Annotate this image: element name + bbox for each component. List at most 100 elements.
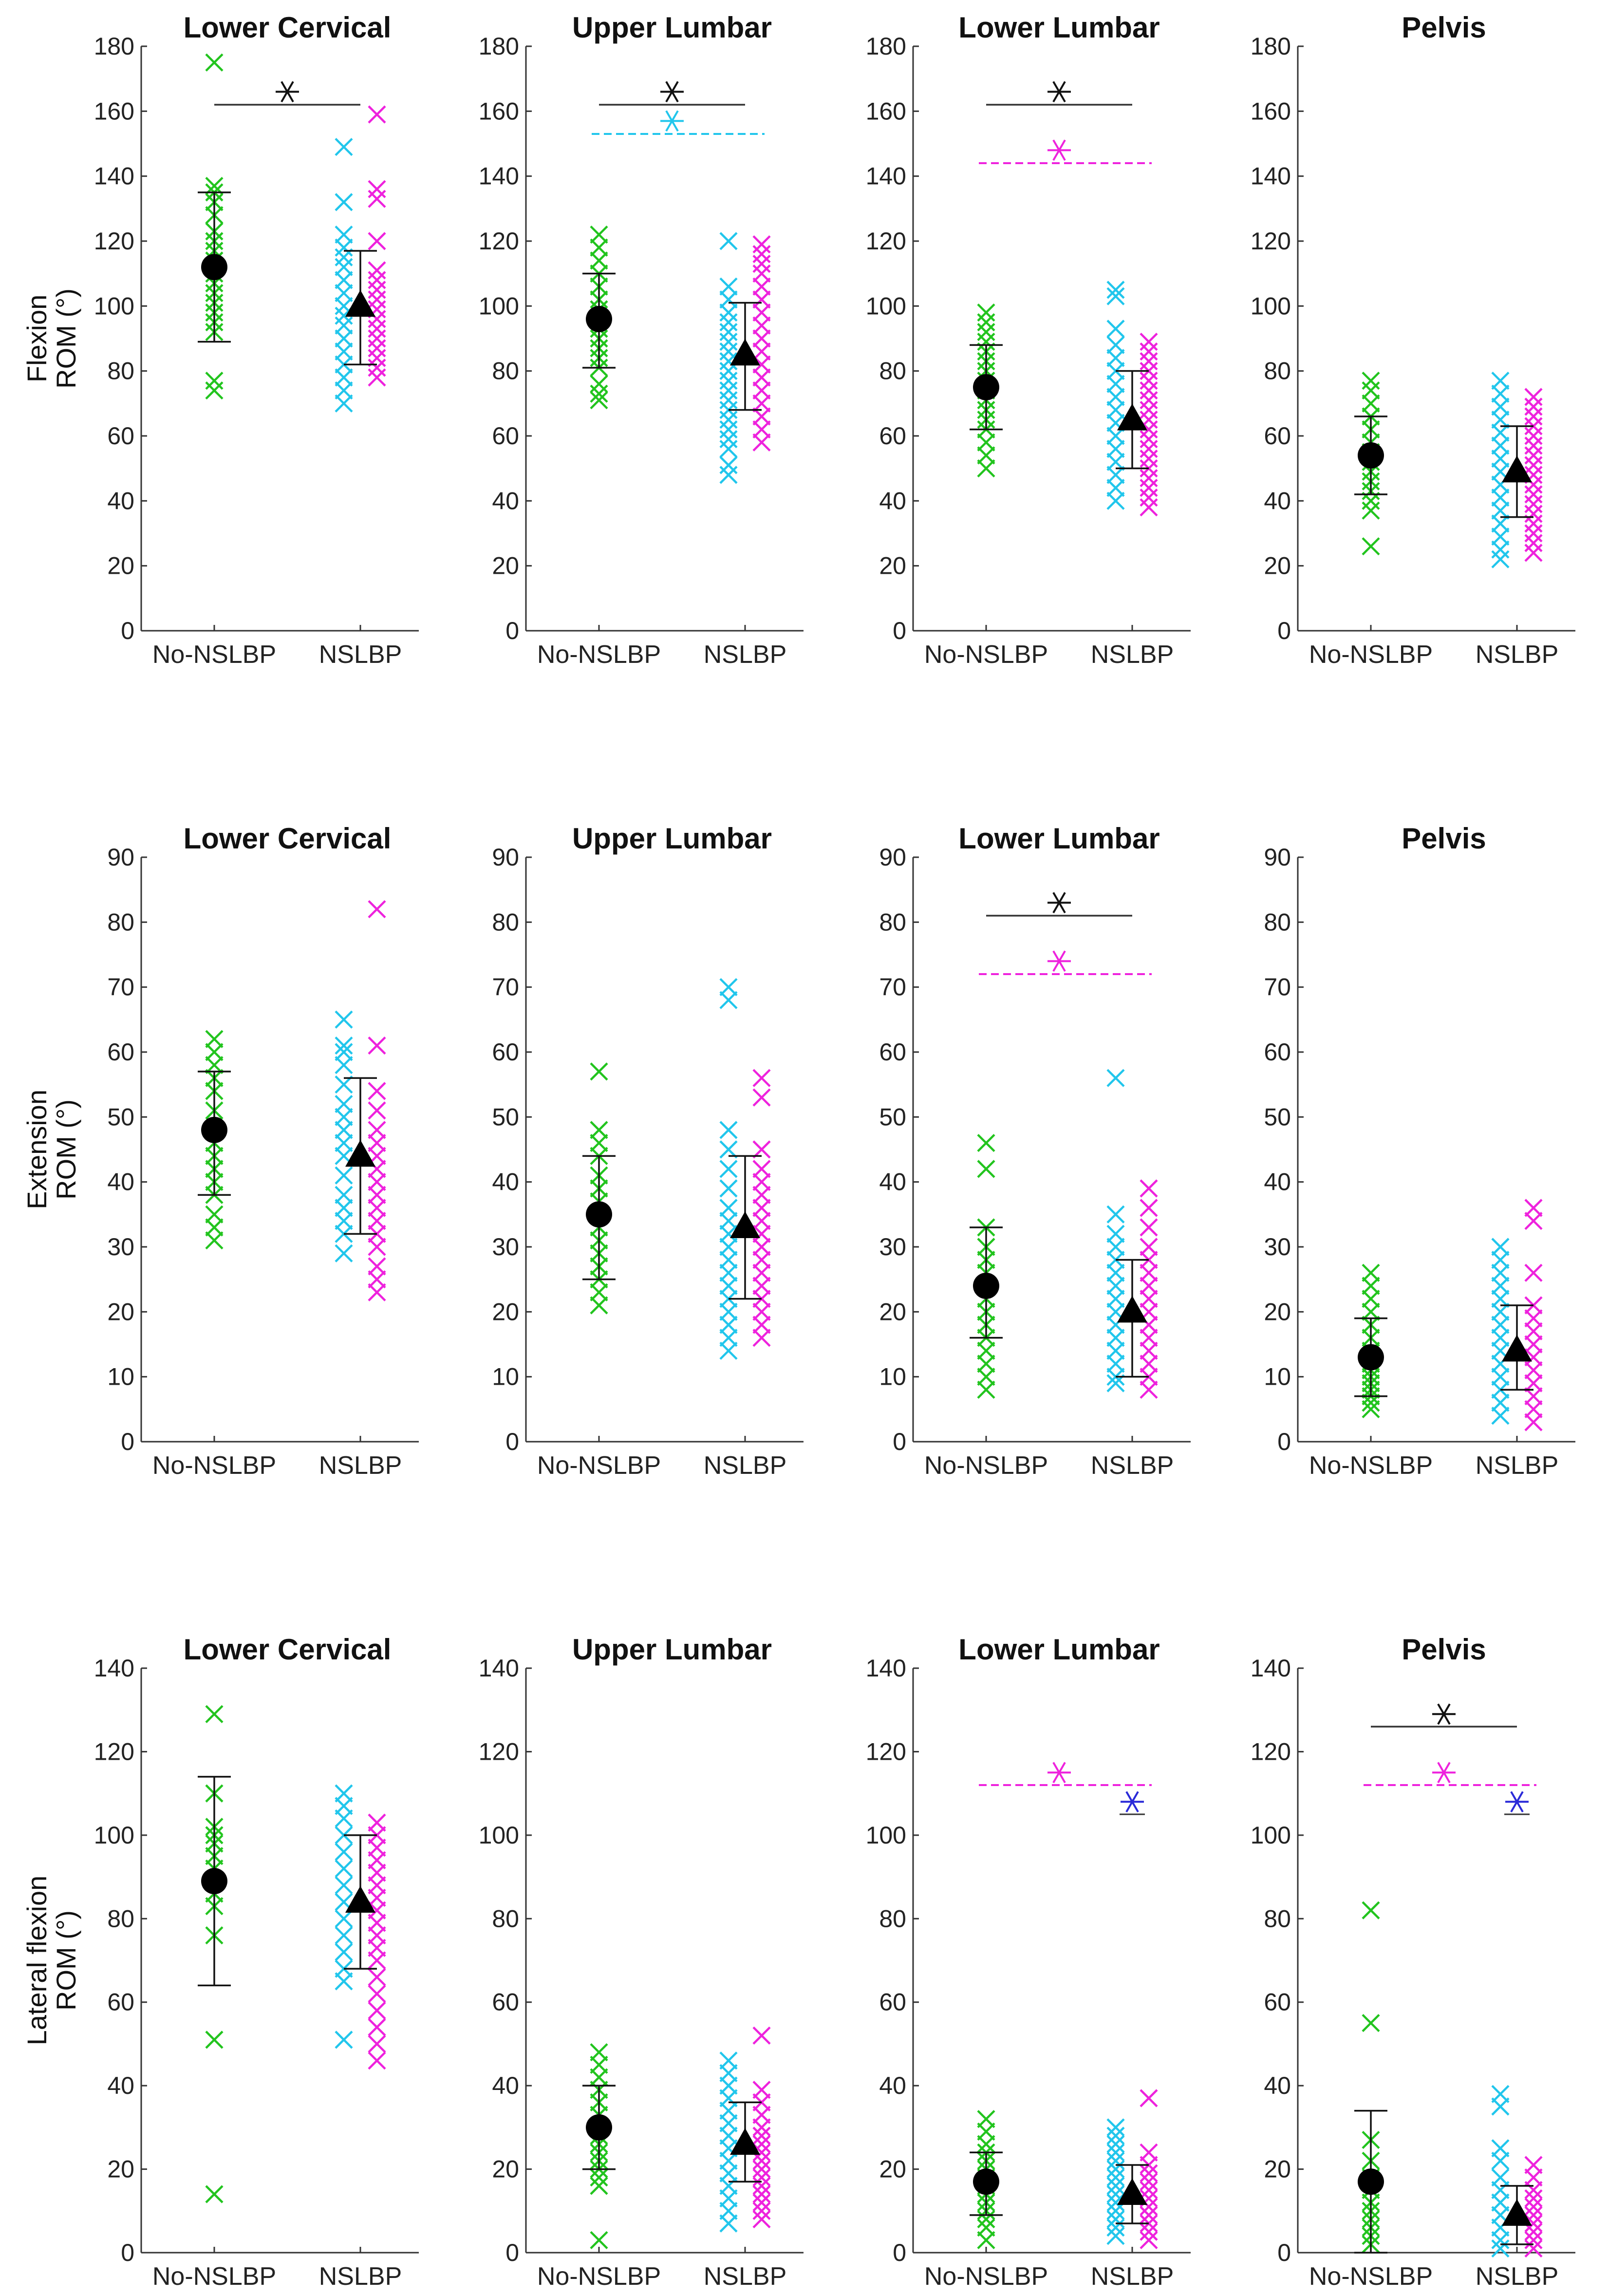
data-point-nslbp-a xyxy=(1491,1329,1510,1347)
data-point-nslbp-a xyxy=(335,284,353,302)
y-tick-label: 120 xyxy=(1251,1738,1291,1765)
data-point-nslbp-b xyxy=(1524,524,1543,543)
data-point-nslbp-b xyxy=(752,316,771,335)
data-point-nslbp-a xyxy=(335,1809,353,1828)
y-tick-label: 0 xyxy=(121,1428,134,1455)
data-point-nslbp-b xyxy=(752,1199,771,1217)
y-tick-label: 0 xyxy=(121,2239,134,2266)
data-point-nslbp-b xyxy=(1524,2181,1543,2200)
data-point-nslbp-b xyxy=(368,1121,386,1139)
data-point-nslbp-a xyxy=(1491,1238,1510,1256)
data-point-nslbp-a xyxy=(335,1972,353,1991)
data-point-nslbp-a xyxy=(1106,1329,1125,1347)
data-point-nslbp-b xyxy=(1524,2239,1543,2258)
data-point-nslbp-b xyxy=(752,1140,771,1159)
data-point-nslbp-a xyxy=(1106,1238,1125,1256)
data-point-nslbp-a xyxy=(719,978,738,997)
y-tick-label: 120 xyxy=(866,1738,906,1765)
mean-marker-nslbp xyxy=(345,1140,375,1167)
data-point-nslbp-a xyxy=(335,1186,353,1204)
data-point-no-nslbp xyxy=(977,313,995,332)
data-point-nslbp-a xyxy=(719,430,738,449)
data-point-nslbp-b xyxy=(752,1277,771,1295)
y-tick-label: 60 xyxy=(879,1038,906,1066)
y-tick-label: 0 xyxy=(1277,617,1291,644)
row-y-axis-label: Lateral flexionROM (°) xyxy=(21,1876,81,2046)
y-tick-label: 100 xyxy=(866,1822,906,1849)
data-point-no-nslbp xyxy=(1362,372,1380,390)
y-tick-label: 60 xyxy=(492,422,519,450)
data-point-nslbp-a xyxy=(1491,1290,1510,1308)
data-point-nslbp-a xyxy=(335,1909,353,1928)
data-point-nslbp-b xyxy=(752,381,771,400)
data-point-nslbp-b xyxy=(752,1186,771,1204)
y-tick-label: 50 xyxy=(1264,1103,1291,1130)
data-point-nslbp-a xyxy=(1106,2118,1125,2137)
y-tick-label: 20 xyxy=(1264,552,1291,580)
mean-marker-no-nslbp xyxy=(973,1273,999,1299)
data-point-nslbp-b xyxy=(368,1173,386,1191)
data-point-nslbp-a xyxy=(719,1212,738,1230)
y-tick-label: 100 xyxy=(479,1822,519,1849)
data-point-nslbp-b xyxy=(1524,485,1543,504)
data-point-nslbp-a xyxy=(719,323,738,341)
data-point-nslbp-a xyxy=(335,1075,353,1094)
data-point-nslbp-b xyxy=(368,2018,386,2036)
y-tick-label: 60 xyxy=(492,1038,519,1066)
data-point-nslbp-b xyxy=(368,1212,386,1230)
y-tick-label: 100 xyxy=(94,1822,134,1849)
data-point-nslbp-b xyxy=(1524,1309,1543,1328)
data-point-nslbp-a xyxy=(1106,2160,1125,2179)
data-point-nslbp-a xyxy=(719,391,738,410)
data-point-nslbp-a xyxy=(1106,440,1125,458)
data-point-nslbp-b xyxy=(1140,479,1158,497)
data-point-nslbp-b xyxy=(368,2034,386,2053)
data-point-no-nslbp xyxy=(590,251,608,270)
y-tick-label: 120 xyxy=(479,227,519,255)
data-point-nslbp-b xyxy=(1524,436,1543,455)
data-point-nslbp-a xyxy=(719,466,738,484)
data-point-nslbp-a xyxy=(1491,550,1510,568)
y-tick-label: 90 xyxy=(492,844,519,871)
y-tick-label: 0 xyxy=(893,1428,906,1455)
data-point-no-nslbp xyxy=(1362,1400,1380,1418)
y-tick-label: 100 xyxy=(1251,292,1291,320)
y-tick-label: 70 xyxy=(879,974,906,1001)
y-tick-label: 20 xyxy=(107,1298,134,1325)
data-point-nslbp-b xyxy=(1524,1400,1543,1418)
data-point-nslbp-b xyxy=(1140,1329,1158,1347)
data-point-nslbp-b xyxy=(752,290,771,309)
data-point-nslbp-a xyxy=(719,1179,738,1198)
data-point-nslbp-b xyxy=(1524,2198,1543,2216)
subplot-title: Upper Lumbar xyxy=(572,11,772,44)
significance-star xyxy=(1047,81,1071,103)
significance-star xyxy=(660,110,684,132)
data-point-nslbp-a xyxy=(719,381,738,400)
data-point-nslbp-a xyxy=(1491,1393,1510,1412)
data-point-nslbp-a xyxy=(335,329,353,348)
data-point-nslbp-b xyxy=(1524,1374,1543,1393)
y-tick-label: 60 xyxy=(107,1989,134,2016)
data-point-nslbp-b xyxy=(1524,1348,1543,1367)
x-tick-label: NSLBP xyxy=(1091,640,1174,669)
y-tick-label: 40 xyxy=(492,487,519,514)
data-point-nslbp-b xyxy=(752,2185,771,2203)
data-point-nslbp-b xyxy=(368,1270,386,1289)
y-tick-label: 20 xyxy=(492,1298,519,1325)
subplot-lower-cervical: Lower Cervical 0 20 40 60 80 100 120 140 No-NSLBP… xyxy=(94,1633,419,2291)
data-point-nslbp-a xyxy=(1106,336,1125,354)
subplot-pelvis: Pelvis 0 10 20 30 40 50 60 70 80 90 No-NSLBP NSLBP xyxy=(1264,822,1575,1480)
data-point-nslbp-a xyxy=(1491,501,1510,520)
data-point-nslbp-b xyxy=(1524,1212,1543,1230)
y-tick-label: 70 xyxy=(492,974,519,1001)
y-tick-label: 80 xyxy=(1264,358,1291,385)
y-tick-label: 60 xyxy=(1264,1038,1291,1066)
y-tick-label: 40 xyxy=(107,2072,134,2099)
data-point-nslbp-b xyxy=(752,394,771,413)
data-point-nslbp-b xyxy=(1524,446,1543,465)
data-point-nslbp-b xyxy=(752,235,771,254)
x-tick-label: NSLBP xyxy=(319,640,402,669)
y-tick-label: 40 xyxy=(492,1168,519,1196)
y-tick-label: 70 xyxy=(107,974,134,1001)
